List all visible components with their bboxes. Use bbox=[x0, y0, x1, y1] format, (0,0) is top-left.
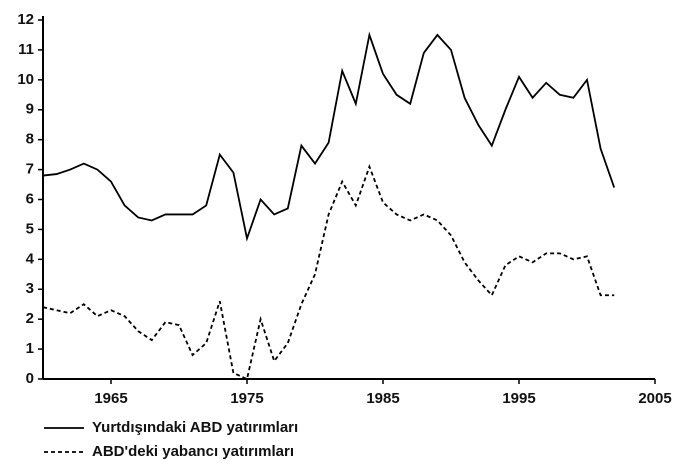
y-tick-label: 4 bbox=[26, 250, 35, 267]
y-tick-label: 10 bbox=[17, 71, 34, 88]
y-tick-label: 2 bbox=[26, 310, 34, 327]
legend-label: Yurtdışındaki ABD yatırımları bbox=[92, 419, 298, 436]
y-tick-label: 9 bbox=[26, 101, 34, 118]
x-tick-label: 1965 bbox=[94, 390, 127, 407]
y-tick-label: 6 bbox=[26, 190, 34, 207]
y-tick-label: 12 bbox=[17, 11, 34, 28]
y-tick-label: 8 bbox=[26, 131, 34, 148]
y-tick-label: 3 bbox=[26, 280, 34, 297]
x-tick-label: 1985 bbox=[366, 390, 399, 407]
y-tick-label: 5 bbox=[26, 220, 34, 237]
x-tick-label: 2005 bbox=[638, 390, 671, 407]
y-tick-label: 7 bbox=[26, 161, 34, 178]
y-tick-label: 0 bbox=[26, 370, 34, 387]
x-tick-label: 1995 bbox=[502, 390, 535, 407]
y-tick-label: 11 bbox=[18, 41, 34, 58]
series-line bbox=[42, 163, 615, 381]
y-tick-label: 1 bbox=[26, 340, 34, 357]
series-line bbox=[42, 31, 616, 242]
x-tick-label: 1975 bbox=[230, 390, 263, 407]
legend-label: ABD'deki yabancı yatırımları bbox=[92, 443, 294, 460]
